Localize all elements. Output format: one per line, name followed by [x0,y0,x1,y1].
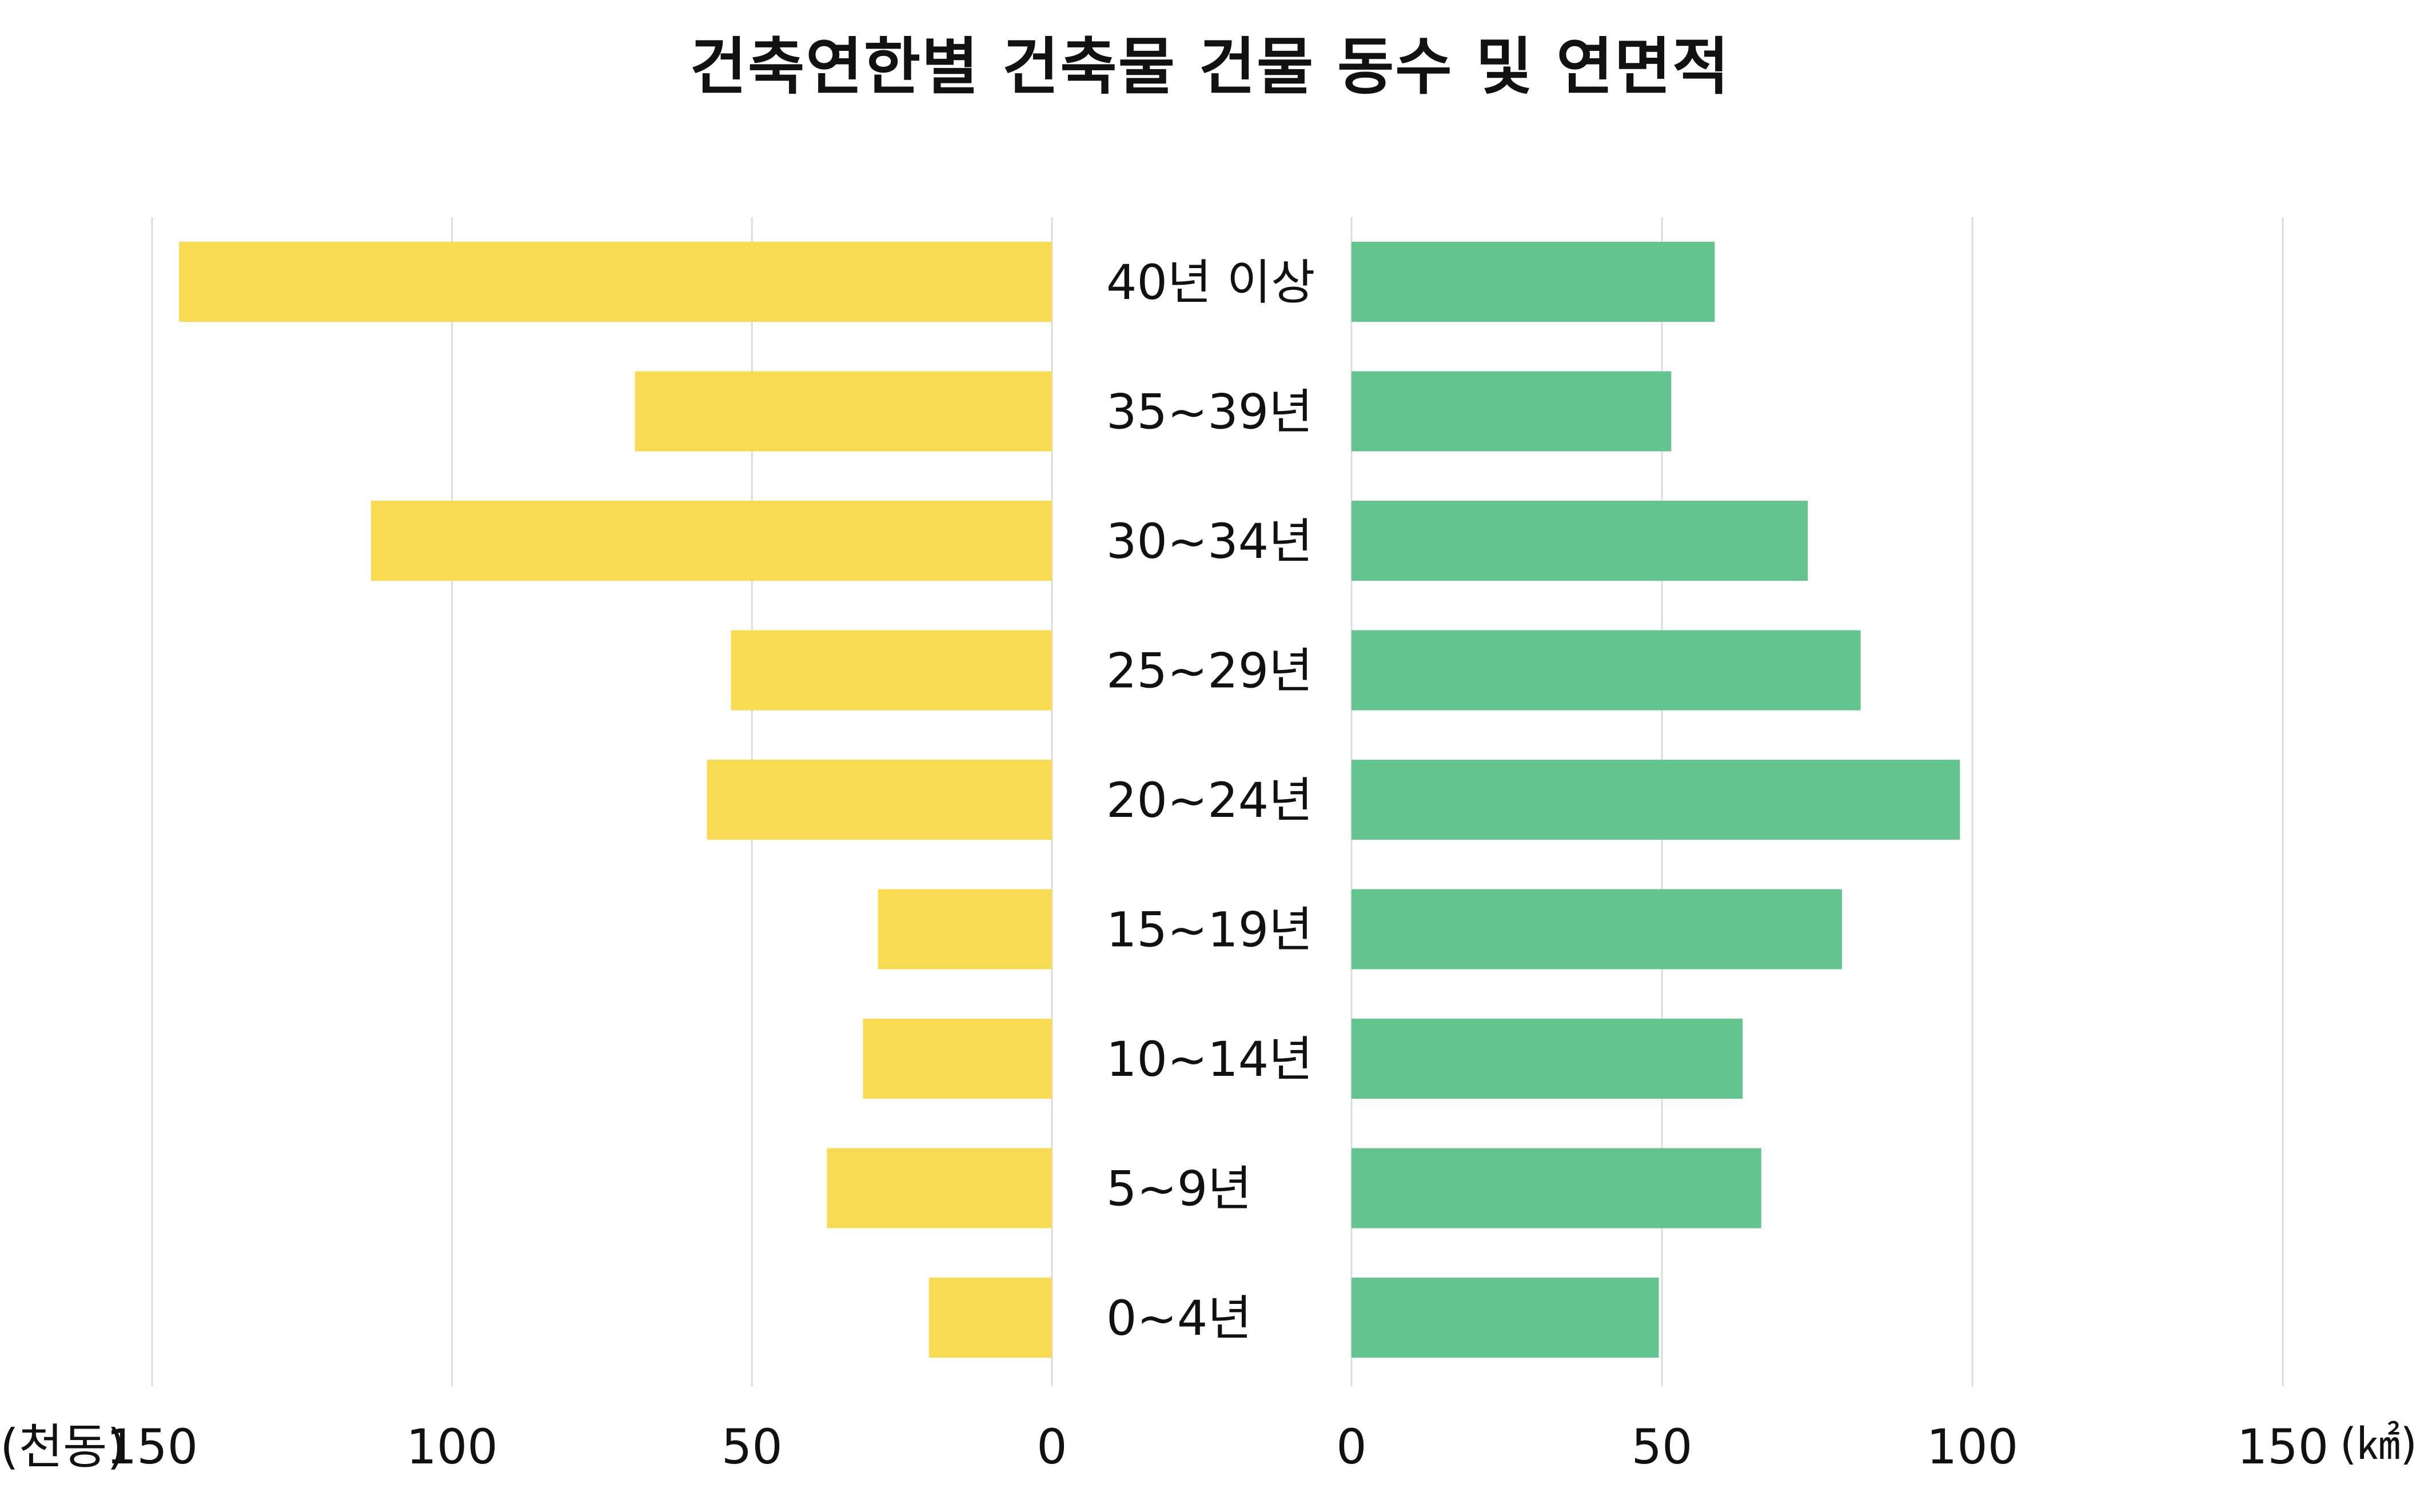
category-label: 5~9년 [1106,1161,1252,1217]
bar-left [731,630,1052,711]
bar-right [1351,630,1861,711]
bar-right [1351,1148,1761,1228]
category-label: 40년 이상 [1106,254,1315,310]
unit-label-right: (㎢) [2340,1418,2417,1469]
bar-left [827,1148,1052,1228]
category-label: 0~4년 [1106,1290,1252,1346]
unit-label-left: (천동) [0,1419,126,1475]
bar-right [1351,889,1842,970]
tick-label-left: 150 [106,1419,198,1475]
bar-right [1351,1278,1659,1358]
tick-label-right: 0 [1336,1419,1366,1475]
tick-label-right: 50 [1632,1419,1693,1475]
category-label: 30~34년 [1106,513,1313,569]
category-label: 35~39년 [1106,384,1313,440]
bar-right [1351,1019,1743,1099]
category-label: 10~14년 [1106,1031,1313,1087]
bar-left [707,760,1052,840]
bar-right [1351,242,1715,322]
bar-right [1351,371,1672,452]
bar-left [179,242,1052,322]
bar-left [371,501,1052,581]
category-label: 25~29년 [1106,643,1313,699]
category-label: 20~24년 [1106,772,1313,828]
tick-label-left: 0 [1036,1419,1067,1475]
tick-label-right: 150 [2237,1419,2329,1475]
tick-label-right: 100 [1927,1419,2018,1475]
bar-left [878,889,1052,970]
bar-right [1351,501,1808,581]
bar-left [635,371,1052,452]
tick-label-left: 50 [721,1419,783,1475]
category-label: 15~19년 [1106,902,1313,958]
bar-left [928,1278,1052,1358]
bar-left [863,1019,1052,1099]
chart-title: 건축연한별 건축물 건물 동수 및 연면적 [689,31,1731,103]
tick-label-left: 100 [406,1419,497,1475]
bar-right [1351,760,1960,840]
